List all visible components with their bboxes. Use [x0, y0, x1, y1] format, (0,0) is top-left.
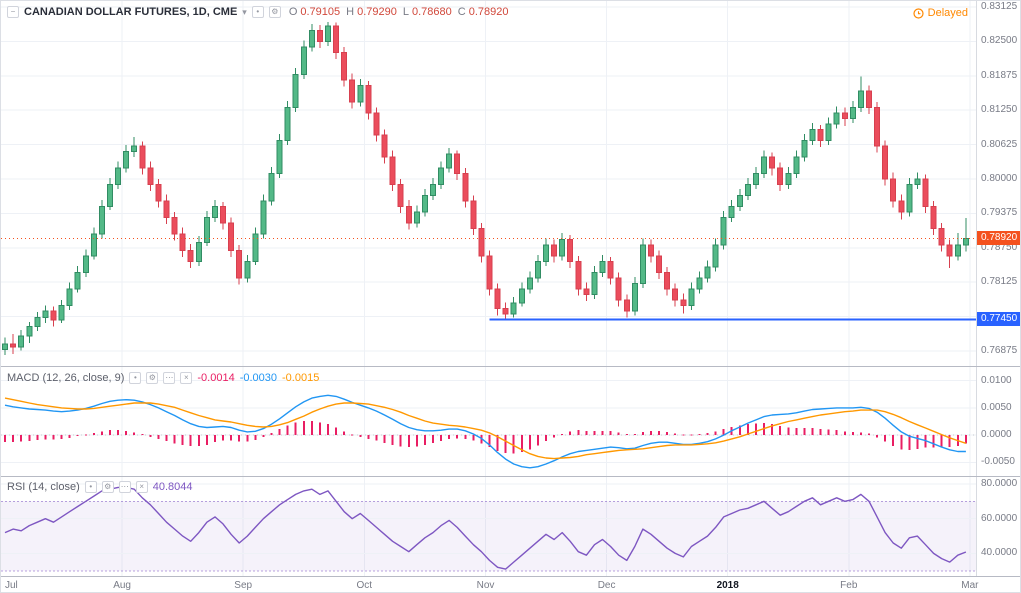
price-tick-label: 0.81250 — [981, 104, 1018, 116]
time-axis-label: Nov — [476, 580, 495, 591]
time-axis-label: Aug — [113, 580, 131, 591]
time-axis-label: Mar — [961, 580, 979, 591]
high-value: 0.79290 — [357, 6, 397, 18]
price-tick-label: 0.82500 — [981, 35, 1018, 47]
price-tick-label: 0.80625 — [981, 138, 1018, 150]
open-label: O — [288, 6, 298, 18]
rsi-tick-label: 40.0000 — [981, 547, 1018, 559]
eye-icon[interactable]: • — [251, 6, 264, 18]
main-legend: − CANADIAN DOLLAR FUTURES, 1D, CME ▾ • ⚙… — [7, 6, 508, 18]
macd-tick-label: 0.0100 — [981, 374, 1012, 386]
eye-icon[interactable]: • — [129, 372, 142, 384]
rsi-title[interactable]: RSI (14, close) — [7, 481, 80, 493]
close-value: 0.78920 — [468, 6, 509, 18]
panel-separator[interactable] — [1, 366, 1020, 367]
time-axis-label: Sep — [234, 580, 253, 591]
time-axis-label: Dec — [597, 580, 616, 591]
price-tick-label: 0.81875 — [981, 69, 1018, 81]
macd-legend: MACD (12, 26, close, 9) • ⚙ ⋯ × -0.0014 … — [7, 372, 319, 384]
close-icon[interactable]: × — [180, 372, 193, 384]
low-label: L — [402, 6, 409, 18]
macd-signal-value: -0.0015 — [282, 372, 320, 384]
macd-line-value: -0.0030 — [239, 372, 277, 384]
delayed-status[interactable]: Delayed — [913, 7, 968, 19]
price-scale[interactable]: 0.83125 0.82500 0.81875 0.81250 0.80625 0.800… — [976, 1, 1020, 576]
low-value: 0.78680 — [411, 6, 452, 18]
price-chart-canvas[interactable] — [1, 1, 978, 366]
support-price-badge: 0.77450 — [977, 312, 1020, 327]
symbol-title[interactable]: CANADIAN DOLLAR FUTURES, 1D, CME — [24, 6, 238, 18]
macd-histogram-value: -0.0014 — [197, 372, 235, 384]
open-value: 0.79105 — [300, 6, 341, 18]
gear-icon[interactable]: ⚙ — [268, 6, 281, 18]
rsi-legend: RSI (14, close) • ⚙ ⋯ × 40.8044 — [7, 481, 193, 493]
price-tick-label: 0.76875 — [981, 345, 1018, 356]
price-tick-label: 0.78125 — [981, 276, 1018, 288]
chevron-down-icon[interactable]: ▾ — [242, 6, 247, 17]
price-tick-label: 0.79375 — [981, 207, 1018, 219]
macd-title[interactable]: MACD (12, 26, close, 9) — [7, 372, 125, 384]
time-axis-label: Oct — [356, 580, 373, 591]
close-label: C — [457, 6, 466, 18]
macd-tick-label: 0.0050 — [981, 401, 1012, 413]
macd-tick-label: 0.0000 — [981, 429, 1012, 441]
eye-icon[interactable]: • — [84, 481, 97, 493]
collapse-panel-icon[interactable]: − — [7, 6, 19, 18]
price-tick-label: 0.78750 — [981, 241, 1018, 253]
clock-icon — [913, 7, 924, 19]
time-axis-label: Feb — [840, 580, 858, 591]
time-axis-label: Jul — [5, 580, 18, 591]
time-axis-label: 2018 — [716, 580, 739, 591]
panel-separator — [1, 576, 1020, 577]
high-label: H — [346, 6, 355, 18]
price-tick-label: 0.80000 — [981, 173, 1018, 184]
price-tick-label: 0.83125 — [981, 1, 1018, 12]
panel-separator[interactable] — [1, 476, 1020, 477]
rsi-panel-canvas[interactable] — [1, 477, 978, 576]
rsi-tick-label: 60.0000 — [981, 512, 1018, 524]
rsi-tick-label: 80.0000 — [981, 477, 1018, 489]
macd-tick-label: -0.0050 — [981, 456, 1015, 468]
more-icon[interactable]: ⋯ — [163, 372, 176, 384]
more-icon[interactable]: ⋯ — [118, 481, 131, 493]
delayed-label: Delayed — [927, 7, 968, 19]
ohlc-readout: O 0.79105 H 0.79290 L 0.78680 C 0.78920 — [286, 6, 509, 18]
last-price-badge: 0.78920 — [977, 231, 1020, 246]
gear-icon[interactable]: ⚙ — [101, 481, 114, 493]
macd-panel-canvas[interactable] — [1, 367, 978, 476]
rsi-value: 40.8044 — [152, 481, 193, 493]
time-scale[interactable]: Jul Aug Sep Oct Nov Dec 2018 Feb Mar — [1, 577, 1020, 592]
gear-icon[interactable]: ⚙ — [146, 372, 159, 384]
close-icon[interactable]: × — [135, 481, 148, 493]
